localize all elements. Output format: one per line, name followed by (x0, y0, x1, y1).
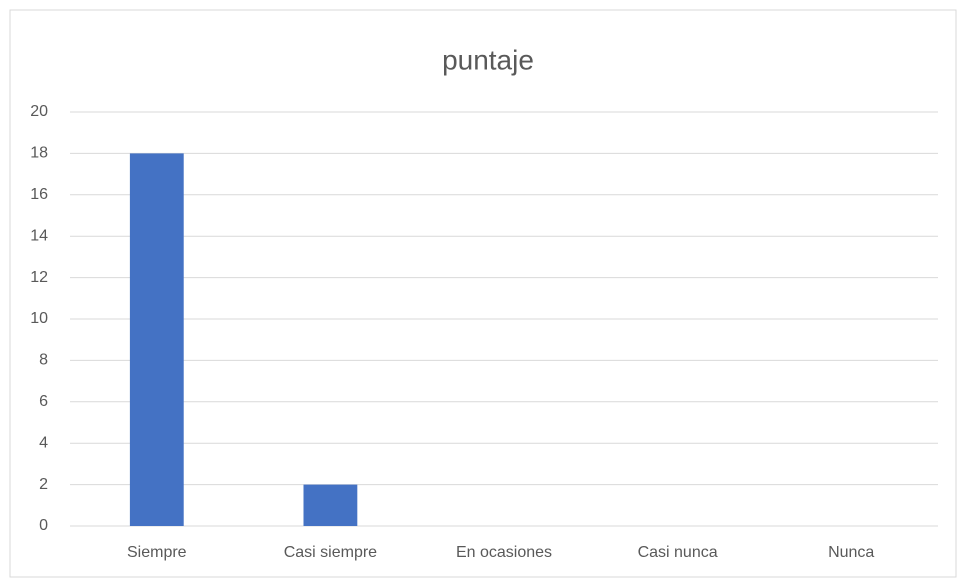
x-tick-label: Casi siempre (284, 544, 377, 561)
y-tick-label: 14 (30, 227, 48, 244)
y-tick-label: 18 (30, 145, 48, 162)
x-tick-label: Casi nunca (638, 544, 718, 561)
y-tick-label: 2 (39, 476, 48, 493)
y-tick-label: 8 (39, 352, 48, 369)
x-tick-label: Nunca (828, 544, 874, 561)
y-tick-label: 16 (30, 186, 48, 203)
y-tick-label: 4 (39, 434, 48, 451)
y-tick-label: 6 (39, 393, 48, 410)
y-tick-label: 10 (30, 310, 48, 327)
x-tick-label: Siempre (127, 544, 187, 561)
y-tick-label: 12 (30, 269, 48, 286)
bar (303, 484, 358, 526)
chart-title: puntaje (442, 44, 534, 75)
y-tick-label: 20 (30, 103, 48, 120)
x-tick-label: En ocasiones (456, 544, 552, 561)
bar (129, 153, 184, 526)
y-tick-label: 0 (39, 517, 48, 534)
